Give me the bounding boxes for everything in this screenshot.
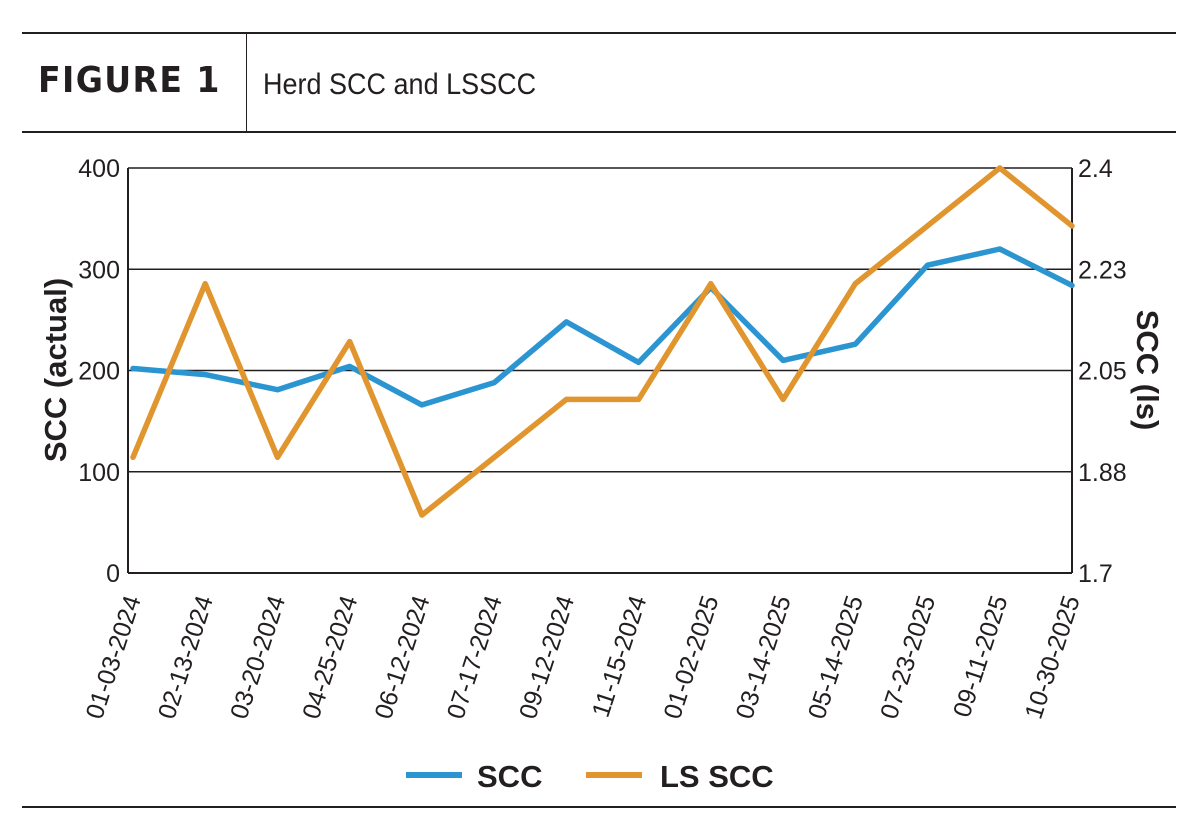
series-line-ls-scc <box>130 165 1075 518</box>
y-axis-title: SCC (actual) <box>38 278 73 462</box>
x-tick-label: 01-03-2024 <box>81 592 147 722</box>
x-tick-label: 09-12-2024 <box>514 592 580 722</box>
y-tick-label: 200 <box>78 358 120 386</box>
header-divider <box>246 33 247 131</box>
y2-tick-label: 1.88 <box>1078 459 1127 487</box>
axes <box>127 168 1073 574</box>
x-tick-label: 07-17-2024 <box>442 592 508 722</box>
gridlines <box>128 167 1072 473</box>
y-tick-label: 300 <box>78 256 120 284</box>
y-tick-label: 400 <box>78 155 120 183</box>
y2-tick-label: 1.7 <box>1078 560 1113 588</box>
y2-tick-label: 2.4 <box>1078 155 1113 183</box>
x-tick-label: 04-25-2024 <box>297 592 363 722</box>
legend-label-scc: SCC <box>477 759 542 794</box>
x-tick-label: 03-14-2025 <box>731 592 797 722</box>
y-tick-label: 0 <box>106 560 120 588</box>
x-tick-label: 07-23-2025 <box>875 592 941 722</box>
y-tick-labels: 0 100 200 300 400 <box>78 155 120 588</box>
figure-label: FIGURE 1 <box>38 60 221 101</box>
x-tick-label: 02-13-2024 <box>153 592 219 722</box>
header-top-rule <box>22 32 1176 34</box>
legend: SCC LS SCC <box>406 759 774 794</box>
header-bottom-rule <box>22 131 1176 133</box>
y2-axis-title: SCC (ls) <box>1130 310 1165 431</box>
figure-title: Herd SCC and LSSCC <box>263 68 537 101</box>
x-tick-label: 11-15-2024 <box>587 592 653 721</box>
y2-tick-label: 2.05 <box>1078 358 1127 386</box>
x-tick-label: 01-02-2025 <box>658 592 724 722</box>
x-tick-labels: 01-03-2024 02-13-2024 03-20-2024 04-25-2024… <box>81 592 1086 722</box>
x-tick-label: 06-12-2024 <box>369 592 435 722</box>
y2-tick-label: 2.23 <box>1078 256 1127 284</box>
series-line-scc <box>130 246 1075 408</box>
y2-tick-labels: 1.7 1.88 2.05 2.23 2.4 <box>1078 155 1127 588</box>
series-lines <box>130 165 1075 518</box>
y-tick-label: 100 <box>78 459 120 487</box>
x-tick-label: 10-30-2025 <box>1020 592 1086 722</box>
x-tick-label: 03-20-2024 <box>225 592 291 722</box>
footer-rule <box>22 806 1176 808</box>
legend-label-ls-scc: LS SCC <box>660 759 774 794</box>
x-tick-label: 09-11-2025 <box>948 592 1014 721</box>
x-tick-label: 05-14-2025 <box>803 592 869 722</box>
